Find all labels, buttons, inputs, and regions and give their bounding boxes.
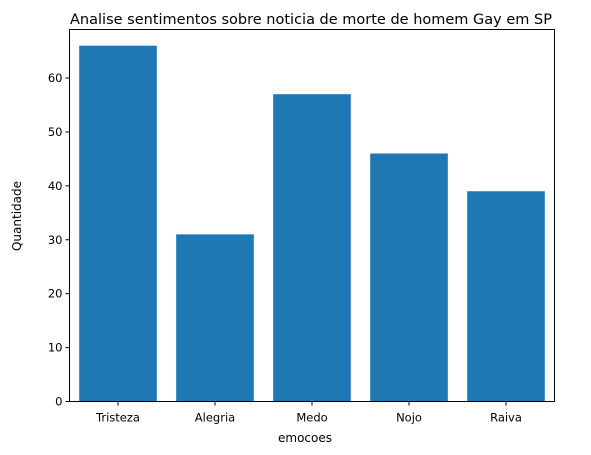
chart-title: Analise sentimentos sobre noticia de mor… bbox=[70, 12, 552, 28]
bar-nojo bbox=[370, 153, 448, 402]
y-tick-label-0: 0 bbox=[55, 395, 62, 409]
y-tick-label-30: 30 bbox=[48, 233, 63, 247]
x-axis-label: emocoes bbox=[278, 431, 332, 445]
y-tick-label-20: 20 bbox=[48, 287, 63, 301]
bar-alegria bbox=[176, 234, 254, 402]
y-tick-label-50: 50 bbox=[48, 125, 63, 139]
x-tick-label-medo: Medo bbox=[296, 411, 327, 425]
y-tick-label-10: 10 bbox=[48, 341, 63, 355]
y-tick-label-60: 60 bbox=[48, 71, 63, 85]
plot-area bbox=[79, 45, 545, 402]
bar-raiva bbox=[467, 191, 545, 402]
x-axis: Tristeza Alegria Medo Nojo Raiva bbox=[95, 401, 522, 425]
x-tick-label-raiva: Raiva bbox=[490, 411, 522, 425]
bar-tristeza bbox=[79, 45, 157, 402]
y-axis-label: Quantidade bbox=[10, 181, 24, 251]
x-tick-label-nojo: Nojo bbox=[396, 411, 422, 425]
x-tick-label-tristeza: Tristeza bbox=[95, 411, 140, 425]
bar-medo bbox=[273, 94, 351, 402]
y-tick-label-40: 40 bbox=[48, 179, 63, 193]
x-tick-label-alegria: Alegria bbox=[195, 411, 235, 425]
y-axis: 0 10 20 30 40 50 60 bbox=[48, 71, 70, 409]
